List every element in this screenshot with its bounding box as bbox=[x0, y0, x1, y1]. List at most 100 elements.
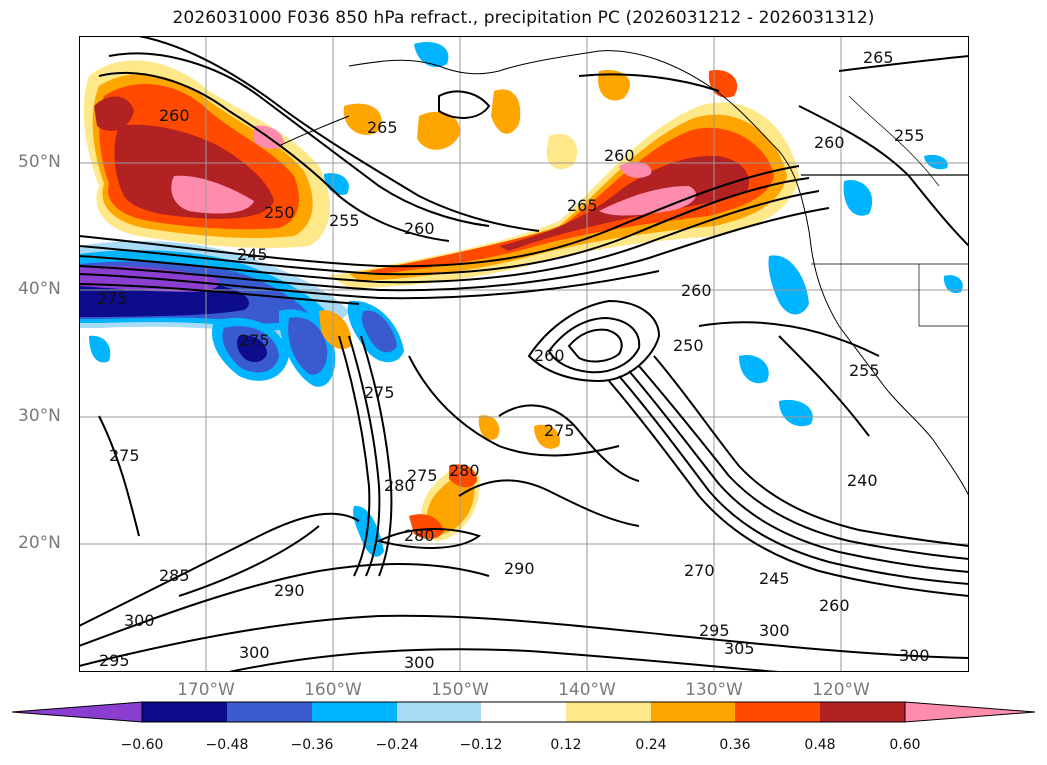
precip-positive-region bbox=[546, 133, 578, 170]
contour-line bbox=[79, 165, 800, 268]
colorbar-outline bbox=[141, 701, 906, 723]
contour-labels: 265 260 265 260 260 255 250 255 260 265 … bbox=[97, 48, 930, 672]
contour-label: 280 bbox=[449, 461, 480, 480]
contour-line bbox=[567, 328, 623, 363]
contour-line bbox=[79, 563, 490, 647]
precip-positive-region bbox=[409, 514, 444, 539]
contour-label: 265 bbox=[567, 196, 598, 215]
contour-label: 255 bbox=[329, 211, 360, 230]
alaska-coastline bbox=[348, 50, 802, 197]
contour-label: 275 bbox=[407, 466, 438, 485]
lon-label-120w: 120°W bbox=[812, 680, 870, 700]
colorbar-segment bbox=[312, 702, 397, 722]
contour-label: 260 bbox=[534, 346, 565, 365]
contour-line bbox=[408, 355, 620, 457]
precip-positive-region bbox=[319, 310, 352, 350]
contour-label: 240 bbox=[847, 471, 878, 490]
contour-line bbox=[527, 299, 661, 383]
precip-negative-region bbox=[361, 310, 397, 353]
aleutian-coastline bbox=[278, 115, 350, 147]
contour-line bbox=[338, 335, 371, 577]
contour-label: 305 bbox=[724, 639, 755, 658]
lat-label-20n: 20°N bbox=[18, 533, 61, 553]
contour-label: 250 bbox=[673, 336, 704, 355]
precip-positive-region bbox=[478, 415, 500, 440]
colorbar-tick-label: −0.48 bbox=[205, 737, 249, 753]
precip-positive-region bbox=[491, 89, 521, 134]
colorbar-segment bbox=[566, 702, 651, 722]
contour-line bbox=[79, 207, 830, 292]
precip-negative-region bbox=[943, 275, 963, 294]
contour-line bbox=[108, 52, 490, 227]
contour-line bbox=[458, 479, 640, 527]
precip-negative-region bbox=[924, 154, 948, 170]
precip-negative-region bbox=[89, 335, 111, 363]
contour-label: 260 bbox=[159, 106, 190, 125]
contour-line bbox=[79, 190, 820, 284]
contour-label: 245 bbox=[759, 569, 790, 588]
precip-positive-region bbox=[171, 175, 254, 214]
lon-label-140w: 140°W bbox=[558, 680, 616, 700]
inland-border bbox=[848, 95, 940, 187]
precip-negative-region bbox=[288, 317, 328, 375]
colorbar-tick-label: 0.36 bbox=[719, 737, 751, 753]
contour-line bbox=[653, 355, 969, 547]
north-america-coastline bbox=[800, 195, 969, 497]
contour-line bbox=[547, 316, 641, 374]
contour-label: 260 bbox=[814, 133, 845, 152]
precip-positive-region bbox=[534, 424, 560, 449]
precip-positive-region bbox=[449, 464, 477, 488]
contour-label: 290 bbox=[504, 559, 535, 578]
precip-positive-region bbox=[94, 96, 134, 131]
contour-label: 275 bbox=[97, 289, 128, 308]
contour-line bbox=[578, 73, 720, 92]
contour-line bbox=[498, 404, 640, 482]
contour-label: 275 bbox=[364, 383, 395, 402]
lat-label-50n: 50°N bbox=[18, 152, 61, 172]
map-canvas: 265 260 265 260 260 255 250 255 260 265 … bbox=[79, 36, 969, 672]
colorbar-segment bbox=[735, 702, 820, 722]
colorbar-segment bbox=[142, 702, 227, 722]
contour-line bbox=[98, 72, 450, 242]
contour-label: 250 bbox=[264, 203, 295, 222]
contour-label: 275 bbox=[239, 331, 270, 350]
contour-label: 260 bbox=[681, 281, 712, 300]
contour-label: 300 bbox=[759, 621, 790, 640]
colorbar-extend-low bbox=[11, 701, 143, 723]
contour-label: 260 bbox=[819, 596, 850, 615]
precip-negative-region bbox=[414, 42, 449, 68]
lon-label-160w: 160°W bbox=[304, 680, 362, 700]
contour-label: 255 bbox=[849, 361, 880, 380]
contour-label: 245 bbox=[237, 245, 268, 264]
contour-label: 290 bbox=[274, 581, 305, 600]
lon-label-150w: 150°W bbox=[431, 680, 489, 700]
contour-label: 280 bbox=[404, 526, 435, 545]
precipitation-fills bbox=[79, 42, 963, 557]
contour-line bbox=[348, 335, 381, 577]
precip-positive-region bbox=[599, 186, 697, 216]
lat-label-40n: 40°N bbox=[18, 279, 61, 299]
colorbar-segment bbox=[481, 702, 566, 722]
contour-line bbox=[798, 105, 969, 247]
precip-negative-region bbox=[779, 399, 813, 427]
contour-label: 300 bbox=[124, 611, 155, 630]
colorbar-extend-high bbox=[904, 701, 1036, 723]
us-state-border bbox=[918, 264, 969, 327]
contour-label: 275 bbox=[544, 421, 575, 440]
refractivity-contours bbox=[79, 36, 969, 672]
precip-negative-region bbox=[843, 180, 873, 216]
precip-positive-region bbox=[417, 111, 460, 150]
contour-line bbox=[228, 648, 780, 672]
lat-label-30n: 30°N bbox=[18, 406, 61, 426]
contour-line bbox=[638, 365, 969, 560]
contour-label: 260 bbox=[604, 146, 635, 165]
contour-label: 265 bbox=[863, 48, 894, 67]
contour-label: 295 bbox=[99, 651, 130, 670]
contour-line bbox=[79, 512, 360, 627]
colorbar-tick-label: −0.24 bbox=[375, 737, 419, 753]
colorbar-segment bbox=[397, 702, 481, 722]
contour-label: 255 bbox=[894, 126, 925, 145]
contour-line bbox=[778, 335, 870, 437]
precip-positive-region bbox=[343, 103, 382, 135]
contour-label: 275 bbox=[109, 446, 140, 465]
